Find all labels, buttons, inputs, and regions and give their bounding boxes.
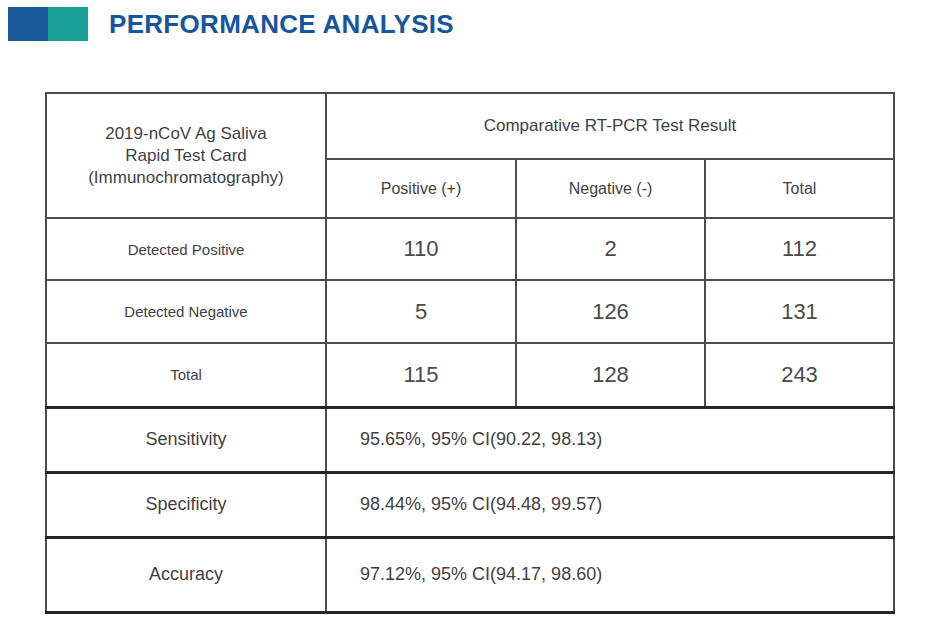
test-card-name-line-1: 2019-nCoV Ag Saliva <box>47 123 325 145</box>
subheader-negative-cell: Negative (-) <box>516 159 705 218</box>
page-header: PERFORMANCE ANALYSIS <box>8 7 454 41</box>
metric-label-accuracy: Accuracy <box>46 537 326 612</box>
row-label-total: Total <box>46 343 326 407</box>
cell-detected-positive-pcr-negative: 2 <box>516 218 705 280</box>
cell-detected-negative-total: 131 <box>705 280 894 343</box>
logo <box>8 7 88 41</box>
metric-label-sensitivity: Sensitivity <box>46 407 326 472</box>
cell-total-pcr-negative: 128 <box>516 343 705 407</box>
metric-value-specificity: 98.44%, 95% CI(94.48, 99.57) <box>326 472 894 537</box>
cell-total-total: 243 <box>705 343 894 407</box>
table-row-sensitivity: Sensitivity 95.65%, 95% CI(90.22, 98.13) <box>46 407 894 472</box>
rt-pcr-group-header-cell: Comparative RT-PCR Test Result <box>326 93 894 159</box>
subheader-positive-cell: Positive (+) <box>326 159 516 218</box>
metric-label-specificity: Specificity <box>46 472 326 537</box>
table-row-detected-negative: Detected Negative 5 126 131 <box>46 280 894 343</box>
table-row-accuracy: Accuracy 97.12%, 95% CI(94.17, 98.60) <box>46 537 894 612</box>
logo-teal-square <box>48 7 88 41</box>
cell-detected-positive-pcr-positive: 110 <box>326 218 516 280</box>
subheader-total-cell: Total <box>705 159 894 218</box>
metric-value-accuracy: 97.12%, 95% CI(94.17, 98.60) <box>326 537 894 612</box>
cell-detected-negative-pcr-positive: 5 <box>326 280 516 343</box>
row-label-detected-positive: Detected Positive <box>46 218 326 280</box>
page-title: PERFORMANCE ANALYSIS <box>109 9 454 40</box>
table-row-group-header: 2019-nCoV Ag Saliva Rapid Test Card (Imm… <box>46 93 894 159</box>
table-row-specificity: Specificity 98.44%, 95% CI(94.48, 99.57) <box>46 472 894 537</box>
table-row-total: Total 115 128 243 <box>46 343 894 407</box>
test-card-name-line-2: Rapid Test Card <box>47 145 325 167</box>
table-row-detected-positive: Detected Positive 110 2 112 <box>46 218 894 280</box>
row-label-detected-negative: Detected Negative <box>46 280 326 343</box>
logo-blue-square <box>8 7 48 41</box>
test-card-name-cell: 2019-nCoV Ag Saliva Rapid Test Card (Imm… <box>46 93 326 218</box>
cell-total-pcr-positive: 115 <box>326 343 516 407</box>
performance-analysis-table: 2019-nCoV Ag Saliva Rapid Test Card (Imm… <box>45 92 895 614</box>
metric-value-sensitivity: 95.65%, 95% CI(90.22, 98.13) <box>326 407 894 472</box>
cell-detected-negative-pcr-negative: 126 <box>516 280 705 343</box>
test-card-name-line-3: (Immunochromatography) <box>47 167 325 189</box>
cell-detected-positive-total: 112 <box>705 218 894 280</box>
